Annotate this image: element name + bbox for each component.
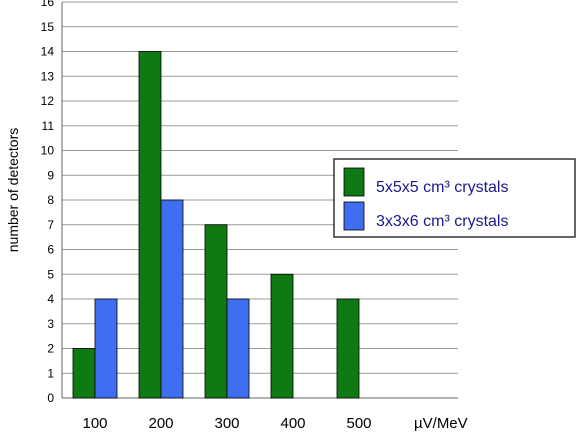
y-tick-label: 14: [41, 45, 55, 59]
y-tick-label: 4: [47, 292, 54, 306]
bar: [160, 199, 184, 399]
y-tick-label: 7: [47, 218, 54, 232]
bar: [336, 298, 360, 399]
x-tick-label: 300: [214, 415, 239, 432]
y-tick-label: 6: [47, 243, 54, 257]
x-tick-labels: 100 200 300 400 500: [82, 415, 371, 432]
axes: [61, 2, 458, 399]
bar: [226, 298, 250, 399]
y-axis-label: number of detectors: [5, 128, 21, 253]
y-tick-label: 0: [47, 391, 54, 405]
x-tick-label: 100: [82, 415, 107, 432]
bar: [94, 298, 118, 399]
x-tick-label: 400: [280, 415, 305, 432]
y-tick-label: 10: [41, 144, 55, 158]
x-unit-label: µV/MeV: [414, 415, 468, 432]
y-tick-label: 11: [42, 119, 55, 133]
y-tick-label: 9: [47, 168, 54, 182]
y-tick-label: 16: [41, 0, 55, 9]
legend-swatch: [343, 201, 365, 231]
legend: 5x5x5 cm³ crystals 3x3x6 cm³ crystals: [333, 158, 576, 238]
x-tick-label: 500: [346, 415, 371, 432]
y-tick-label: 8: [47, 193, 54, 207]
y-tick-label: 2: [47, 342, 54, 356]
y-tick-label: 13: [41, 69, 55, 83]
y-tick-label: 15: [41, 20, 55, 34]
legend-label: 5x5x5 cm³ crystals: [376, 179, 508, 196]
y-tick-label: 12: [41, 94, 55, 108]
bar: [270, 273, 294, 399]
legend-label: 3x3x6 cm³ crystals: [376, 213, 508, 230]
bar: [204, 224, 228, 399]
y-tick-label: 5: [47, 267, 54, 281]
y-tick-label: 3: [47, 317, 54, 331]
grid-lines: [62, 1, 458, 374]
bars: [72, 51, 360, 399]
legend-box: [333, 158, 576, 238]
x-tick-label: 200: [148, 415, 173, 432]
bar: [72, 348, 96, 399]
legend-swatch: [343, 167, 365, 197]
bar: [138, 51, 162, 399]
y-tick-label: 1: [47, 366, 54, 380]
